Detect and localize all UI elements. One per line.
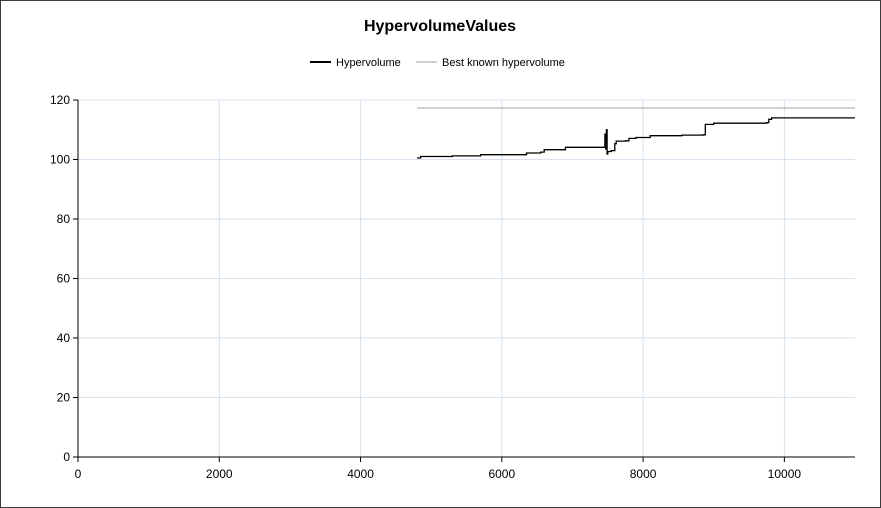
tick-labels: 0 20 40 60 80 100 120 0 2000 4000 6000 8000 10000 xyxy=(50,93,801,481)
x-tick-label: 10000 xyxy=(768,467,802,481)
axes xyxy=(73,99,855,462)
plot-series xyxy=(417,107,855,159)
legend-label-best-known: Best known hypervolume xyxy=(442,57,565,69)
y-tick-label: 100 xyxy=(50,153,70,167)
x-tick-label: 4000 xyxy=(347,467,374,481)
y-tick-label: 120 xyxy=(50,93,70,107)
y-tick-label: 0 xyxy=(63,450,70,464)
x-tick-label: 2000 xyxy=(206,467,233,481)
legend-label-hypervolume: Hypervolume xyxy=(336,57,401,69)
legend: Hypervolume Best known hypervolume xyxy=(310,57,565,69)
x-tick-label: 6000 xyxy=(488,467,515,481)
x-tick-label: 0 xyxy=(75,467,82,481)
y-tick-label: 40 xyxy=(57,331,71,345)
x-tick-label: 8000 xyxy=(630,467,657,481)
gridlines xyxy=(78,99,855,457)
chart-title: HypervolumeValues xyxy=(364,18,516,35)
y-tick-label: 20 xyxy=(57,391,71,405)
y-tick-label: 80 xyxy=(57,212,71,226)
series-line-hypervolume xyxy=(417,117,855,159)
y-tick-label: 60 xyxy=(57,272,71,286)
